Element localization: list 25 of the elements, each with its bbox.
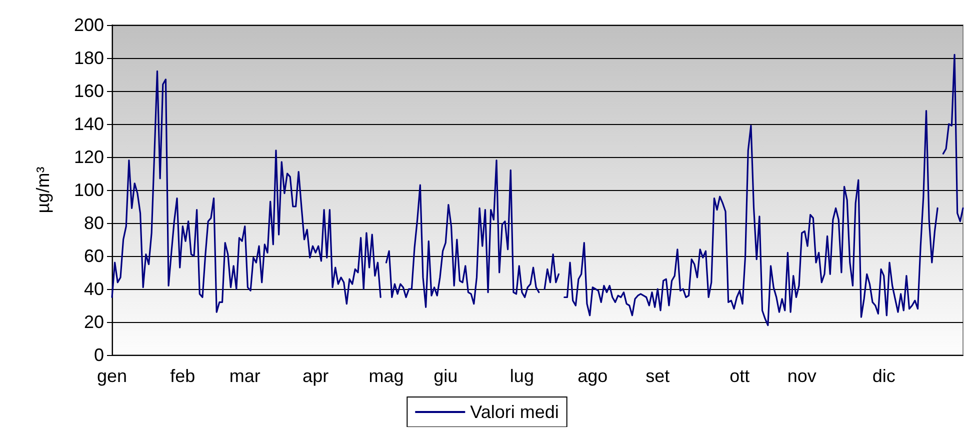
x-tick-label: feb [170, 366, 196, 386]
y-tick-label: 160 [74, 81, 104, 101]
x-tick-label: ago [578, 366, 608, 386]
x-tick-label: apr [302, 366, 329, 386]
x-tick-label: ott [730, 366, 750, 386]
y-tick-label: 140 [74, 114, 104, 134]
y-tick-label: 0 [94, 345, 104, 365]
y-tick-label: 100 [74, 180, 104, 200]
y-tick-label: 180 [74, 48, 104, 68]
x-tick-label: gen [96, 366, 128, 386]
y-tick-label: 80 [84, 213, 104, 233]
y-tick-label: 40 [84, 279, 104, 299]
x-tick-label: mar [229, 366, 260, 386]
legend-label: Valori medi [470, 402, 559, 422]
y-tick-label: 120 [74, 147, 104, 167]
x-tick-label: set [646, 366, 670, 386]
x-tick-label: nov [787, 366, 816, 386]
y-tick-label: 60 [84, 246, 104, 266]
x-tick-label: dic [872, 366, 896, 386]
y-axis-title: µg/m³ [33, 166, 53, 214]
x-tick-label: lug [510, 366, 534, 386]
y-tick-label: 20 [84, 312, 104, 332]
x-tick-label: giu [434, 366, 458, 386]
y-tick-label: 200 [74, 15, 104, 35]
x-tick-label: mag [368, 366, 404, 386]
